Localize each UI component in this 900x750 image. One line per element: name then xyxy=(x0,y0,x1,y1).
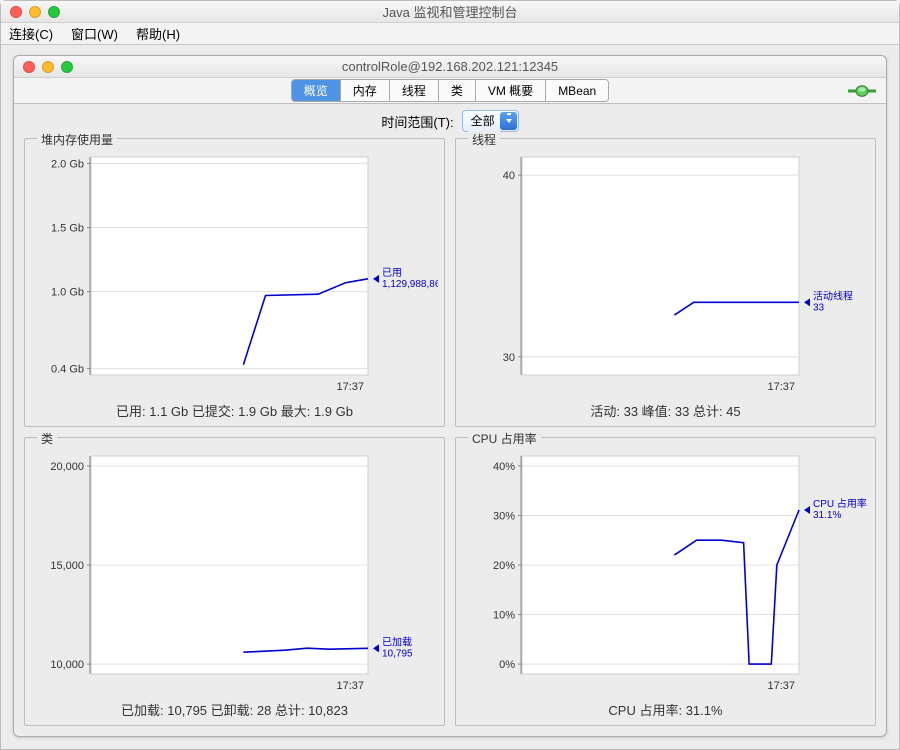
svg-text:10%: 10% xyxy=(493,610,515,622)
time-range-row: 时间范围(T): 全部 xyxy=(14,104,886,138)
svg-text:10,000: 10,000 xyxy=(50,659,84,671)
svg-text:20,000: 20,000 xyxy=(50,461,84,473)
svg-text:1,129,988,864: 1,129,988,864 xyxy=(382,279,438,290)
inner-window-title: controlRole@192.168.202.121:12345 xyxy=(14,59,886,74)
inner-window: controlRole@192.168.202.121:12345 概览 内存 … xyxy=(13,55,887,737)
svg-text:40%: 40% xyxy=(493,461,515,473)
svg-text:30: 30 xyxy=(503,352,515,364)
panel-heap: 堆内存使用量 0.4 Gb1.0 Gb1.5 Gb2.0 Gb17:37已用1,… xyxy=(24,138,445,427)
panel-cpu: CPU 占用率 0%10%20%30%40%17:37CPU 占用率31.1% … xyxy=(455,437,876,726)
svg-text:20%: 20% xyxy=(493,560,515,572)
chart-threads[interactable]: 30 40 17:37 活动线程33 xyxy=(462,153,869,395)
panel-classes: 类 10,00015,00020,00017:37已加载10,795 已加载: … xyxy=(24,437,445,726)
tab-classes[interactable]: 类 xyxy=(439,80,476,101)
menubar: 连接(C) 窗口(W) 帮助(H) xyxy=(1,23,899,45)
minimize-icon[interactable] xyxy=(29,6,41,18)
svg-text:33: 33 xyxy=(813,302,825,313)
panel-heap-title: 堆内存使用量 xyxy=(37,131,117,148)
svg-text:17:37: 17:37 xyxy=(336,381,364,393)
tab-segmented-control: 概览 内存 线程 类 VM 概要 MBean xyxy=(291,79,609,102)
panel-threads-title: 线程 xyxy=(468,131,500,148)
svg-text:17:37: 17:37 xyxy=(767,680,795,692)
close-icon[interactable] xyxy=(10,6,22,18)
svg-text:活动线程: 活动线程 xyxy=(813,289,853,302)
svg-text:31.1%: 31.1% xyxy=(813,510,841,521)
chart-heap[interactable]: 0.4 Gb 1.0 Gb 1.5 Gb 2.0 Gb 17:37 已用1,129,988… xyxy=(31,153,438,395)
svg-text:1.5 Gb: 1.5 Gb xyxy=(51,223,84,235)
panel-cpu-title: CPU 占用率 xyxy=(468,430,541,447)
tab-overview[interactable]: 概览 xyxy=(292,80,341,101)
menu-connect[interactable]: 连接(C) xyxy=(9,24,53,43)
tab-mbeans[interactable]: MBean xyxy=(546,80,608,101)
svg-text:17:37: 17:37 xyxy=(767,381,795,393)
status-threads: 活动: 33 峰值: 33 总计: 45 xyxy=(456,397,875,426)
charts-grid: 堆内存使用量 0.4 Gb1.0 Gb1.5 Gb2.0 Gb17:37已用1,… xyxy=(14,138,886,736)
svg-text:40: 40 xyxy=(503,170,515,182)
panel-classes-title: 类 xyxy=(37,430,57,447)
svg-text:17:37: 17:37 xyxy=(336,680,364,692)
time-range-select[interactable]: 全部 xyxy=(462,110,519,132)
menu-help[interactable]: 帮助(H) xyxy=(136,24,180,43)
zoom-icon[interactable] xyxy=(48,6,60,18)
outer-window-title: Java 监视和管理控制台 xyxy=(1,2,899,21)
svg-text:CPU 占用率: CPU 占用率 xyxy=(813,497,867,510)
status-classes: 已加载: 10,795 已卸载: 28 总计: 10,823 xyxy=(25,696,444,725)
status-heap: 已用: 1.1 Gb 已提交: 1.9 Gb 最大: 1.9 Gb xyxy=(25,397,444,426)
chart-cpu[interactable]: 0% 10% 20% 30% 40% 17:37 CPU 占用率31.1% xyxy=(462,452,869,694)
svg-text:已用: 已用 xyxy=(382,268,402,279)
outer-window: Java 监视和管理控制台 连接(C) 窗口(W) 帮助(H) controlR… xyxy=(0,0,900,750)
time-range-label: 时间范围(T): xyxy=(381,112,453,131)
status-cpu: CPU 占用率: 31.1% xyxy=(456,696,875,725)
svg-text:30%: 30% xyxy=(493,510,515,522)
svg-text:1.0 Gb: 1.0 Gb xyxy=(51,287,84,299)
svg-text:0.4 Gb: 0.4 Gb xyxy=(51,364,84,376)
svg-text:0%: 0% xyxy=(499,659,515,671)
panel-threads: 线程 304017:37活动线程33 活动: 33 峰值: 33 总计: 45 xyxy=(455,138,876,427)
menu-window[interactable]: 窗口(W) xyxy=(71,24,118,43)
connection-status-icon xyxy=(848,84,876,98)
svg-text:15,000: 15,000 xyxy=(50,560,84,572)
svg-text:已加载: 已加载 xyxy=(382,636,412,648)
tab-threads[interactable]: 线程 xyxy=(390,80,439,101)
inner-minimize-icon[interactable] xyxy=(42,61,54,73)
tabs-toolbar: 概览 内存 线程 类 VM 概要 MBean xyxy=(14,78,886,104)
svg-text:2.0 Gb: 2.0 Gb xyxy=(51,158,84,170)
tab-memory[interactable]: 内存 xyxy=(341,80,390,101)
inner-close-icon[interactable] xyxy=(23,61,35,73)
outer-titlebar[interactable]: Java 监视和管理控制台 xyxy=(1,1,899,23)
inner-titlebar[interactable]: controlRole@192.168.202.121:12345 xyxy=(14,56,886,78)
svg-text:10,795: 10,795 xyxy=(382,648,413,659)
inner-zoom-icon[interactable] xyxy=(61,61,73,73)
tab-vm-summary[interactable]: VM 概要 xyxy=(476,80,546,101)
chart-classes[interactable]: 10,000 15,000 20,000 17:37 已加载10,795 xyxy=(31,452,438,694)
